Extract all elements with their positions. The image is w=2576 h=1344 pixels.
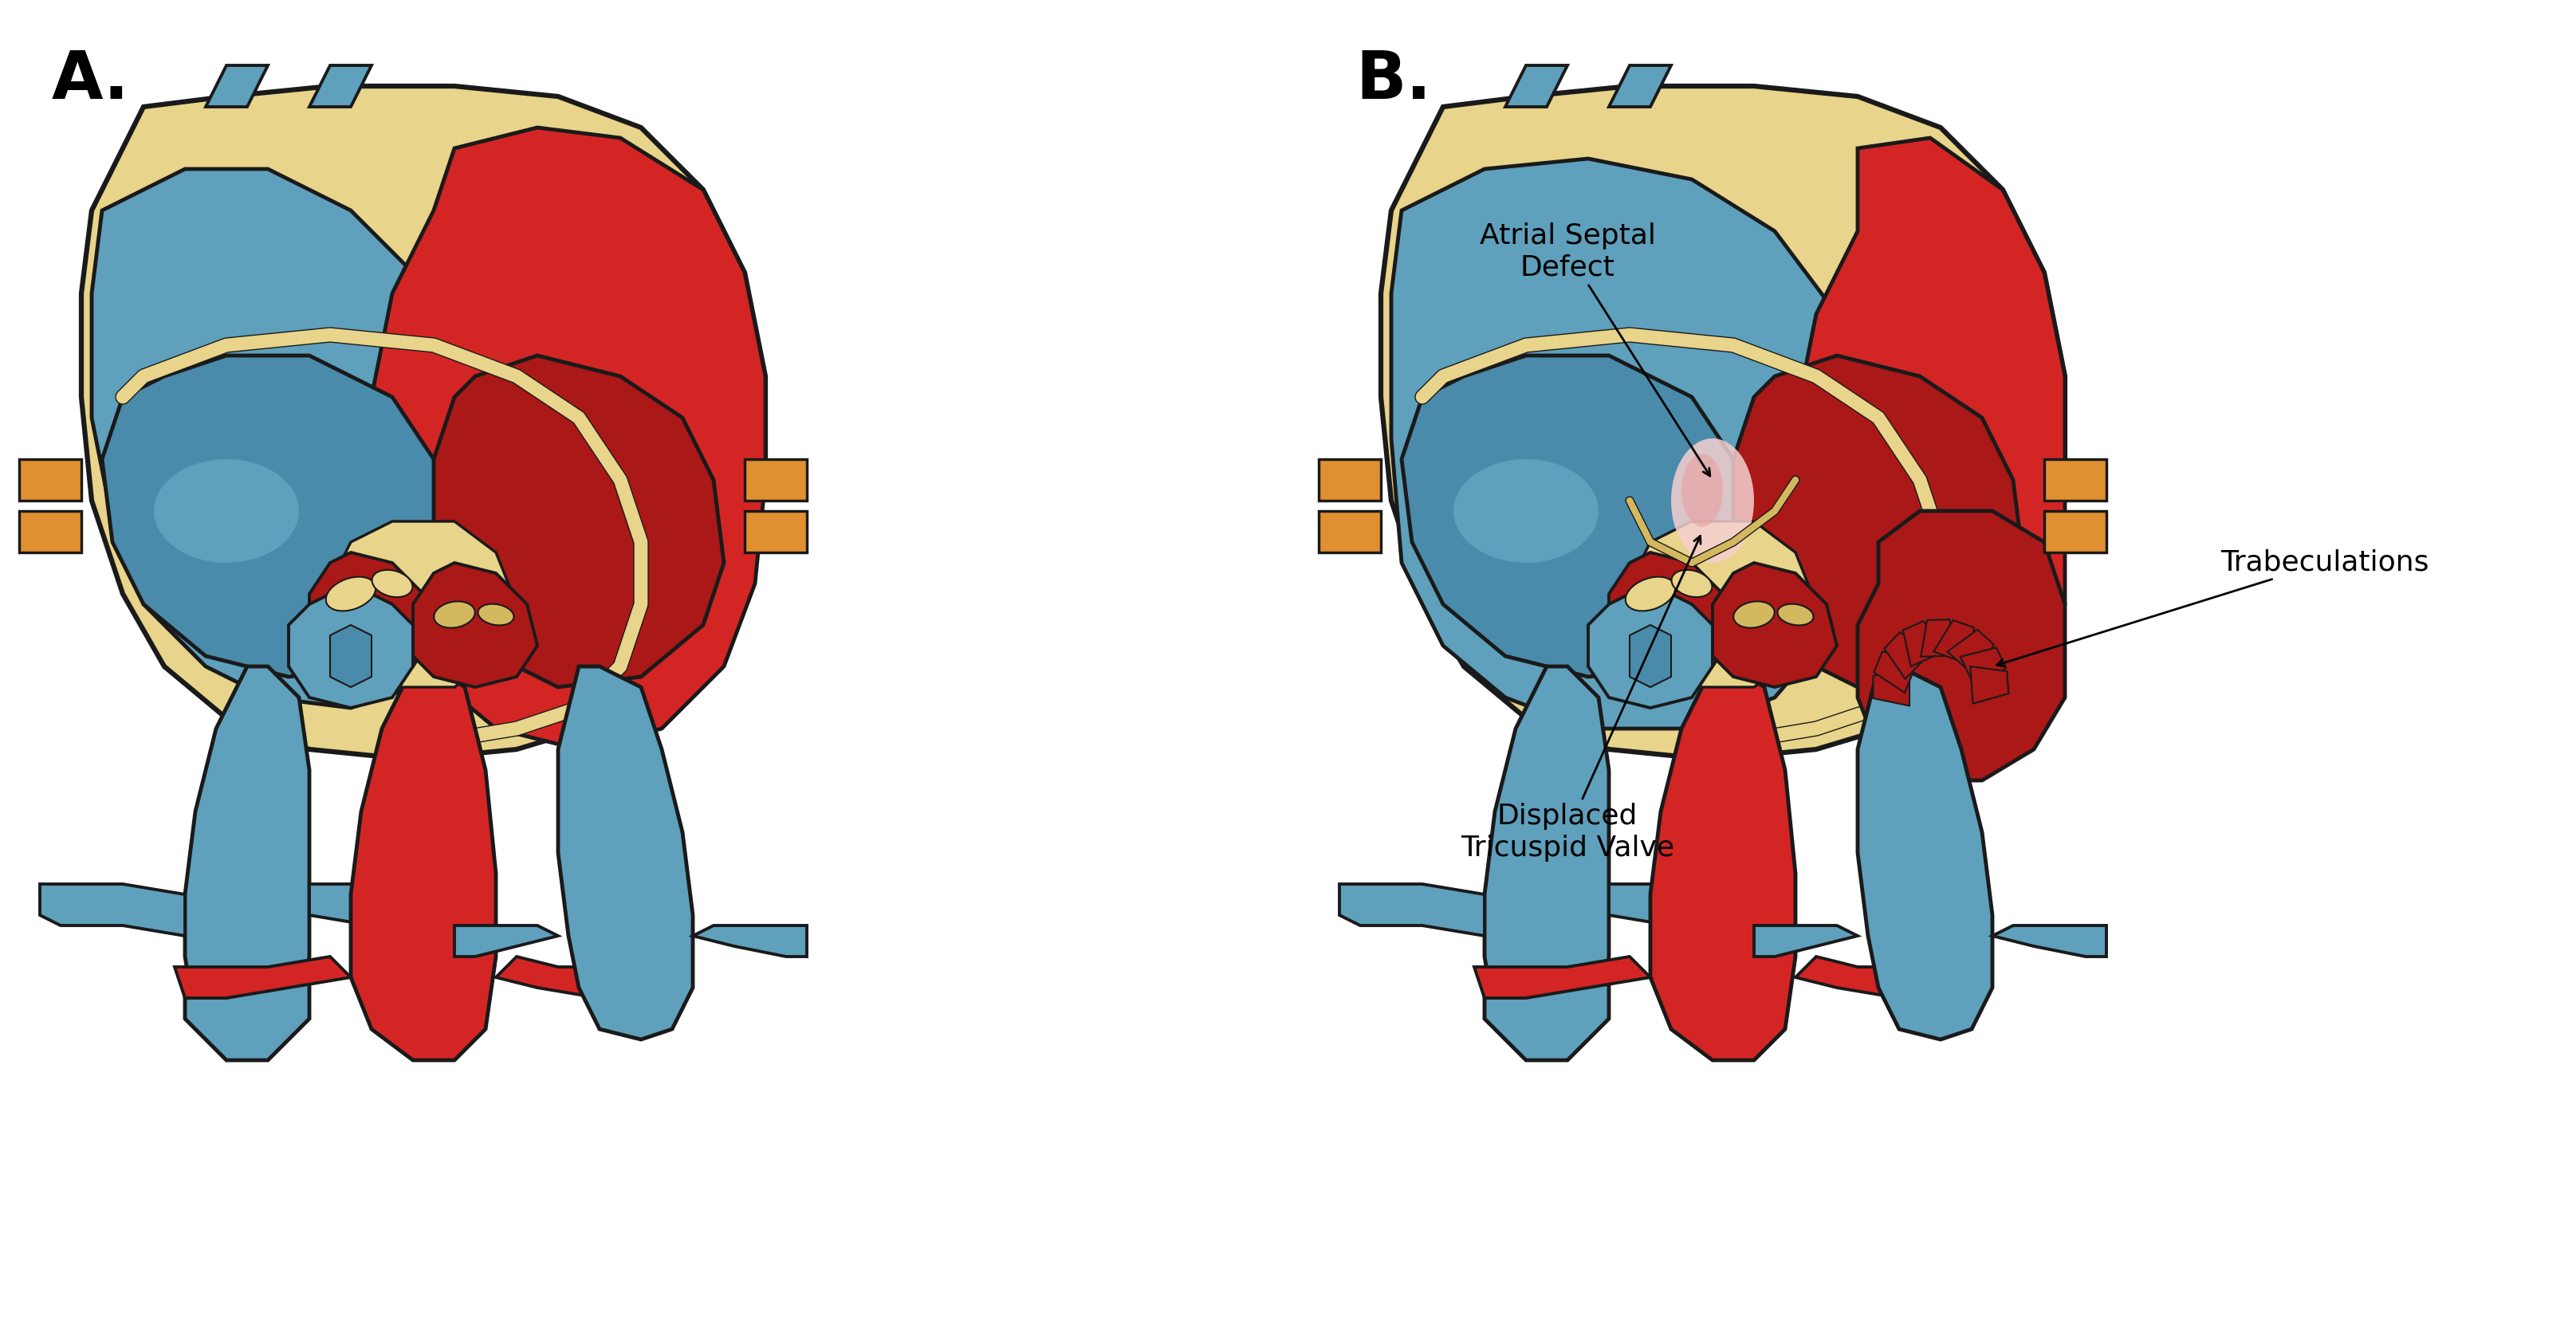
Polygon shape xyxy=(185,667,309,1039)
Text: Displaced
Tricuspid Valve: Displaced Tricuspid Valve xyxy=(1461,536,1700,862)
Polygon shape xyxy=(1391,159,1857,728)
Polygon shape xyxy=(309,884,453,926)
Polygon shape xyxy=(371,128,765,750)
Polygon shape xyxy=(1991,926,2107,957)
Polygon shape xyxy=(1610,552,1734,677)
Polygon shape xyxy=(1484,667,1610,1039)
Polygon shape xyxy=(1904,621,1945,667)
Ellipse shape xyxy=(1625,577,1674,612)
Polygon shape xyxy=(1947,629,1994,676)
Polygon shape xyxy=(1873,668,1909,706)
Polygon shape xyxy=(412,563,538,687)
Ellipse shape xyxy=(1777,603,1814,625)
Polygon shape xyxy=(433,356,724,687)
Ellipse shape xyxy=(1682,454,1723,527)
Polygon shape xyxy=(2045,460,2107,500)
Polygon shape xyxy=(1473,957,1651,999)
Ellipse shape xyxy=(1734,601,1775,628)
Polygon shape xyxy=(1857,667,1991,1039)
Polygon shape xyxy=(744,511,806,552)
Polygon shape xyxy=(330,521,518,687)
Ellipse shape xyxy=(1672,570,1713,597)
Ellipse shape xyxy=(371,570,412,597)
Polygon shape xyxy=(1960,648,2007,691)
Polygon shape xyxy=(289,583,412,708)
Polygon shape xyxy=(175,957,350,999)
Ellipse shape xyxy=(479,603,513,625)
Polygon shape xyxy=(1589,583,1713,708)
Polygon shape xyxy=(1340,884,1484,935)
Ellipse shape xyxy=(155,460,299,563)
Polygon shape xyxy=(18,460,82,500)
Polygon shape xyxy=(1795,138,2066,728)
Ellipse shape xyxy=(327,577,376,612)
Polygon shape xyxy=(1484,977,1610,1060)
Polygon shape xyxy=(1631,521,1816,687)
Polygon shape xyxy=(309,66,371,106)
Polygon shape xyxy=(497,957,652,999)
Polygon shape xyxy=(1734,356,2025,687)
Polygon shape xyxy=(1754,926,1857,957)
Polygon shape xyxy=(93,169,474,708)
Polygon shape xyxy=(1922,620,1958,657)
Polygon shape xyxy=(1381,86,2066,759)
Polygon shape xyxy=(1873,652,1919,692)
Polygon shape xyxy=(206,66,268,106)
Polygon shape xyxy=(1401,356,1754,677)
Polygon shape xyxy=(309,552,433,677)
Polygon shape xyxy=(1504,66,1566,106)
Polygon shape xyxy=(1631,625,1672,687)
Text: Atrial Septal
Defect: Atrial Septal Defect xyxy=(1479,223,1710,476)
Polygon shape xyxy=(1857,511,2066,781)
Text: Trabeculations: Trabeculations xyxy=(1996,550,2429,667)
Ellipse shape xyxy=(433,601,474,628)
Polygon shape xyxy=(39,884,185,935)
Polygon shape xyxy=(744,460,806,500)
Polygon shape xyxy=(350,667,497,1060)
Polygon shape xyxy=(693,926,806,957)
Polygon shape xyxy=(18,511,82,552)
Ellipse shape xyxy=(1453,460,1600,563)
Polygon shape xyxy=(185,977,309,1060)
Polygon shape xyxy=(1971,667,2009,704)
Polygon shape xyxy=(453,926,559,957)
Polygon shape xyxy=(1319,511,1381,552)
Polygon shape xyxy=(1883,632,1932,679)
Text: B.: B. xyxy=(1355,48,1432,113)
Polygon shape xyxy=(1713,563,1837,687)
Polygon shape xyxy=(1795,957,1950,999)
Polygon shape xyxy=(2045,511,2107,552)
Polygon shape xyxy=(1610,884,1754,926)
Polygon shape xyxy=(1935,620,1973,664)
Polygon shape xyxy=(82,86,765,759)
Ellipse shape xyxy=(1672,438,1754,563)
Text: A.: A. xyxy=(52,48,129,113)
Polygon shape xyxy=(330,625,371,687)
Polygon shape xyxy=(559,667,693,1039)
Polygon shape xyxy=(103,356,453,677)
Polygon shape xyxy=(1610,66,1672,106)
Polygon shape xyxy=(1651,667,1795,1060)
Polygon shape xyxy=(1319,460,1381,500)
